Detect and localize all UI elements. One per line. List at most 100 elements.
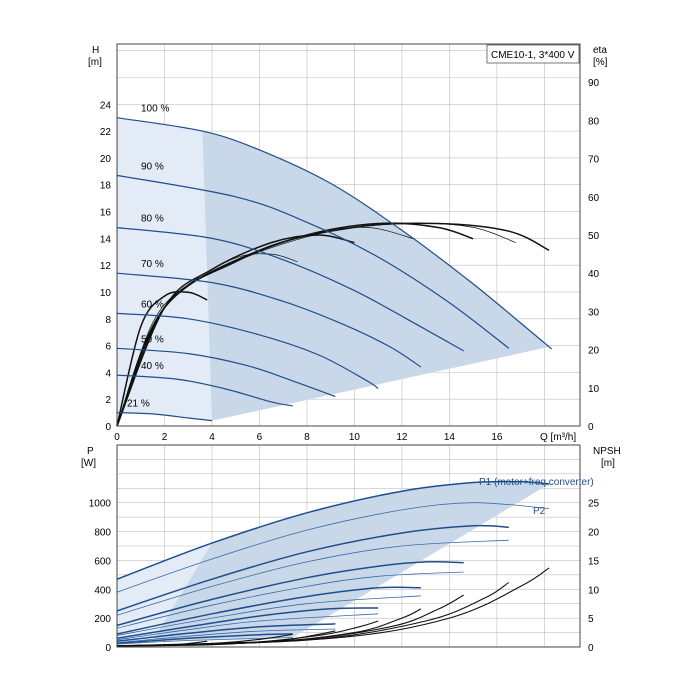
head-curve: [116, 412, 213, 422]
q-tick-label: 0: [114, 432, 120, 443]
p-axis-unit: [W]: [81, 458, 96, 469]
q-tick-label: 4: [209, 432, 215, 443]
h-tick-label: 16: [100, 208, 112, 219]
head-curve: [116, 117, 552, 350]
h-tick-label: 18: [100, 181, 112, 192]
head-curve: [116, 272, 422, 368]
h-tick-label: 14: [100, 234, 112, 245]
q-axis-label: Q [m³/h]: [540, 432, 576, 443]
head-curve: [116, 374, 293, 407]
p2-curve: [116, 571, 464, 629]
npsh-tick-label: 5: [588, 614, 594, 625]
q-tick-label: 10: [349, 432, 361, 443]
npsh-axis-name: NPSH: [593, 446, 621, 457]
eta-axis-unit: [%]: [593, 57, 608, 68]
speed-label: 80 %: [141, 214, 164, 225]
upper-operating-range: [117, 117, 552, 421]
q-tick-label: 12: [396, 432, 408, 443]
eta-tick-label: 10: [588, 384, 600, 395]
speed-label: 60 %: [141, 299, 164, 310]
p1-annotation: P1 (motor+freq.converter): [479, 477, 594, 488]
eta-tick-label: 90: [588, 78, 600, 89]
upper-plot-frame: [116, 43, 581, 427]
p1-curve: [116, 623, 336, 642]
upper-ticks: 0 2 4 6 8 10 12 14 16024681012141618202224010203…: [100, 78, 600, 443]
eta-tick-label: 30: [588, 307, 600, 318]
h-tick-label: 24: [100, 100, 112, 111]
npsh-axis-unit: [m]: [601, 458, 615, 469]
p2-annotation: P2: [533, 506, 546, 517]
p1-curve: [116, 480, 550, 580]
eta-tick-label: 50: [588, 231, 600, 242]
h-tick-label: 22: [100, 127, 112, 138]
h-axis-unit: [m]: [88, 57, 102, 68]
h-tick-label: 2: [105, 395, 111, 406]
lower-curves: [116, 480, 550, 647]
upper-band-dark: [202, 131, 552, 421]
npsh-tick-label: 25: [588, 499, 600, 510]
p2-curve: [116, 628, 336, 644]
head-curve: [116, 227, 464, 352]
q-tick-label: 14: [444, 432, 456, 443]
power-npsh-chart: 0 200 400 600 800 1000 0 5 10 15 20 25 P [W] NPSH […: [81, 444, 621, 654]
p-tick-label: 1000: [89, 499, 112, 510]
h-tick-label: 12: [100, 261, 112, 272]
p2-curve: [116, 502, 550, 593]
p2-curve: [116, 595, 421, 636]
h-tick-label: 10: [100, 288, 112, 299]
p-tick-label: 600: [94, 556, 111, 567]
q-tick-label: 6: [257, 432, 263, 443]
eta-axis-name: eta: [593, 45, 607, 56]
npsh-tick-label: 15: [588, 556, 600, 567]
p1-curve: [116, 607, 379, 640]
lower-operating-range: [117, 481, 550, 644]
p-tick-label: 200: [94, 614, 111, 625]
q-tick-label: 8: [304, 432, 310, 443]
p-tick-label: 400: [94, 585, 111, 596]
speed-label: 50 %: [141, 334, 164, 345]
upper-curves: [116, 117, 552, 427]
p1-curve: [116, 560, 464, 627]
h-tick-label: 20: [100, 154, 112, 165]
speed-label: 90 %: [141, 161, 164, 172]
eta-tick-label: 60: [588, 193, 600, 204]
h-axis-name: H: [92, 45, 99, 56]
eta-tick-label: 20: [588, 346, 600, 357]
npsh-tick-label: 10: [588, 585, 600, 596]
chart-title-box: [486, 44, 580, 64]
npsh-tick-label: 20: [588, 528, 600, 539]
q-tick-label: 16: [491, 432, 503, 443]
lower-plot-frame: [116, 444, 581, 648]
p2-curve: [116, 613, 379, 641]
p1-curve: [116, 633, 293, 645]
h-tick-label: 0: [105, 422, 111, 433]
p-axis-name: P: [87, 446, 94, 457]
eta-tick-label: 70: [588, 155, 600, 166]
h-tick-label: 8: [105, 315, 111, 326]
eta-tick-label: 80: [588, 116, 600, 127]
speed-label: 70 %: [141, 259, 164, 270]
efficiency-curve: [116, 290, 208, 427]
eta-tick-label: 0: [588, 422, 594, 433]
p2-curve: [116, 539, 509, 616]
h-tick-label: 6: [105, 342, 111, 353]
p1-curve: [116, 586, 421, 635]
eta-tick-label: 40: [588, 269, 600, 280]
speed-label: 21 %: [127, 399, 150, 410]
speed-label: 40 %: [141, 361, 164, 372]
head-curve: [116, 347, 336, 398]
npsh-tick-label: 0: [588, 643, 594, 654]
p-tick-label: 800: [94, 528, 111, 539]
p-tick-label: 0: [105, 643, 111, 654]
efficiency-curve: [116, 234, 355, 427]
q-tick-label: 2: [162, 432, 168, 443]
p1-curve: [116, 524, 509, 612]
lower-ticks: 0 200 400 600 800 1000 0 5 10 15 20 25: [89, 499, 600, 654]
head-curve: [116, 312, 379, 389]
speed-label: 100 %: [141, 104, 169, 115]
npsh-curve: [116, 567, 550, 647]
h-tick-label: 4: [105, 368, 111, 379]
upper-labels: 100 % 90 % 80 % 70 % 60 % 50 % 40 % 21 %: [127, 104, 169, 410]
